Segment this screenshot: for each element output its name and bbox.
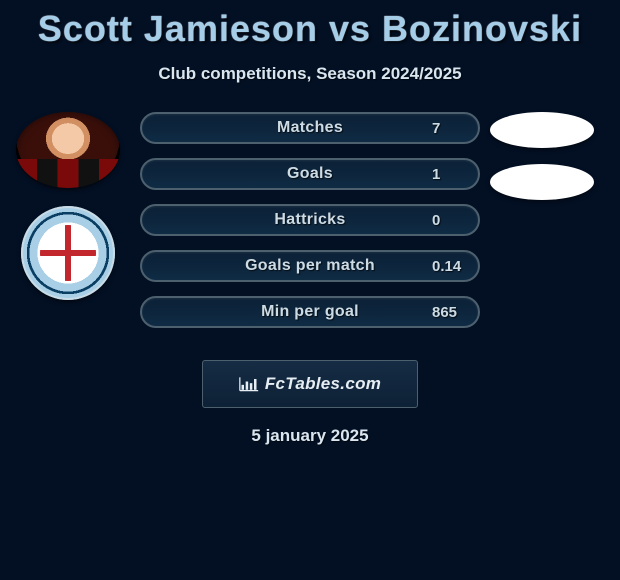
stat-right-value: 0 bbox=[426, 212, 478, 229]
stat-label: Goals per match bbox=[194, 257, 426, 275]
stat-row: Goals 1 bbox=[140, 158, 480, 190]
player-photo bbox=[16, 112, 120, 188]
stat-row: Hattricks 0 bbox=[140, 204, 480, 236]
stat-right-value: 7 bbox=[426, 120, 478, 137]
stat-right-value: 1 bbox=[426, 166, 478, 183]
stat-row: Min per goal 865 bbox=[140, 296, 480, 328]
stat-label: Hattricks bbox=[194, 211, 426, 229]
stat-row: Goals per match 0.14 bbox=[140, 250, 480, 282]
brand-text: FcTables.com bbox=[265, 374, 381, 394]
stat-label: Min per goal bbox=[194, 303, 426, 321]
stat-row: Matches 7 bbox=[140, 112, 480, 144]
page-title: Scott Jamieson vs Bozinovski bbox=[0, 0, 620, 50]
stat-label: Goals bbox=[194, 165, 426, 183]
stat-bars: Matches 7 Goals 1 Hattricks 0 Goals per … bbox=[140, 112, 480, 342]
comparison-panel: Matches 7 Goals 1 Hattricks 0 Goals per … bbox=[0, 112, 620, 352]
left-entity-column bbox=[8, 112, 128, 300]
footer-date: 5 january 2025 bbox=[0, 426, 620, 446]
page-subtitle: Club competitions, Season 2024/2025 bbox=[0, 64, 620, 84]
placeholder-chip bbox=[490, 164, 594, 200]
club-badge bbox=[21, 206, 115, 300]
stat-right-value: 865 bbox=[426, 304, 478, 321]
brand-box: FcTables.com bbox=[202, 360, 418, 408]
right-entity-column bbox=[482, 112, 602, 216]
stat-label: Matches bbox=[194, 119, 426, 137]
bar-chart-icon bbox=[239, 376, 259, 392]
stat-right-value: 0.14 bbox=[426, 258, 478, 275]
placeholder-chip bbox=[490, 112, 594, 148]
